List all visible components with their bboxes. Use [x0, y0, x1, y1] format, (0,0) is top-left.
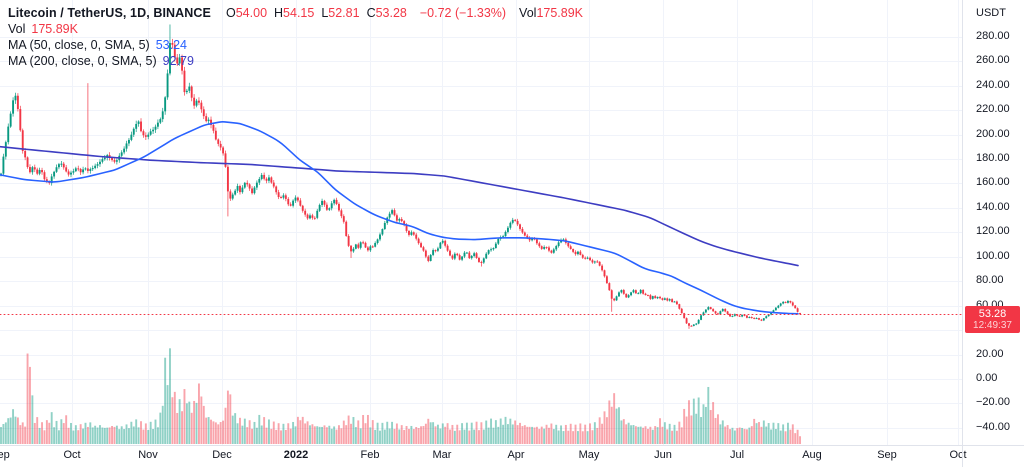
ohlc-o: O54.00	[226, 6, 268, 20]
price-tick-label: 240.00	[976, 78, 1010, 91]
price-tick-label: 200.00	[976, 127, 1010, 140]
ohlc-h: H54.15	[274, 6, 315, 20]
price-tick-label: 180.00	[976, 151, 1010, 164]
ohlc-c: C53.28	[366, 6, 407, 20]
ma50-indicator-value: 53.24	[155, 38, 187, 52]
price-tick-label: 280.00	[976, 29, 1010, 42]
volume-indicator-label: Vol	[8, 22, 26, 36]
time-tick-label: Mar	[432, 449, 452, 461]
price-tick-label: 100.00	[976, 249, 1010, 262]
price-tick-label: 140.00	[976, 200, 1010, 213]
time-tick-label: Oct	[949, 449, 967, 461]
time-tick-label: May	[578, 449, 600, 461]
time-tick-label: Oct	[63, 449, 81, 461]
price-tick-label: 120.00	[976, 225, 1010, 238]
time-tick-label: Nov	[138, 449, 158, 461]
volume-inline: Vol175.89K	[519, 5, 583, 21]
price-tick-label: −20.00	[976, 396, 1010, 409]
price-tick-label: 220.00	[976, 103, 1010, 116]
legend-volume-row[interactable]: Vol 175.89K	[8, 21, 583, 37]
volume-inline-label: Vol	[519, 6, 537, 20]
chart-legend: Litecoin / TetherUS, 1D, BINANCE O54.00 H…	[8, 5, 583, 69]
price-tick-label: −40.00	[976, 420, 1010, 433]
legend-symbol-row: Litecoin / TetherUS, 1D, BINANCE O54.00 H…	[8, 5, 583, 21]
price-change: −0.72 (−1.33%)	[419, 6, 507, 20]
last-price-value: 53.28	[978, 307, 1007, 320]
bar-countdown: 12:49:37	[973, 319, 1012, 331]
price-tick-label: 260.00	[976, 54, 1010, 67]
ma200-indicator-value: 92.79	[162, 54, 194, 68]
ohlc-l: L52.81	[321, 6, 360, 20]
volume-inline-value: 175.89K	[536, 6, 584, 20]
price-axis[interactable]: USDT 280.00 260.00 240.00 220.00 200.00 180.0…	[963, 0, 1024, 445]
time-tick-label: Jul	[729, 449, 745, 461]
time-tick-label: Feb	[360, 449, 380, 461]
currency-label: USDT	[976, 7, 1006, 19]
volume-indicator-value: 175.89K	[31, 22, 78, 36]
price-tick-label: 80.00	[976, 274, 1004, 287]
legend-ma50-row[interactable]: MA (50, close, 0, SMA, 5) 53.24	[8, 37, 583, 53]
symbol-title[interactable]: Litecoin / TetherUS, 1D, BINANCE	[8, 6, 211, 20]
axis-separator-horizontal	[0, 445, 1024, 446]
time-tick-label: Aug	[802, 449, 822, 461]
time-tick-label: 2022	[283, 449, 309, 461]
time-tick-label: Apr	[507, 449, 525, 461]
time-tick-label: Dec	[212, 449, 232, 461]
time-tick-label: Sep	[877, 449, 897, 461]
time-tick-label: Sep	[0, 449, 10, 461]
price-tick-label: 160.00	[976, 176, 1010, 189]
axis-separator-vertical	[962, 0, 963, 467]
time-tick-label: Jun	[654, 449, 672, 461]
last-price-badge: 53.28 12:49:37	[965, 306, 1020, 333]
ma50-indicator-label: MA (50, close, 0, SMA, 5)	[8, 38, 150, 52]
price-tick-label: 0.00	[976, 372, 998, 384]
time-axis[interactable]: Sep Oct Nov Dec 2022 Feb Mar Apr May Jun Jul Aug Sep…	[0, 446, 1024, 467]
ma200-indicator-label: MA (200, close, 0, SMA, 5)	[8, 54, 157, 68]
legend-ma200-row[interactable]: MA (200, close, 0, SMA, 5) 92.79	[8, 53, 583, 69]
ohlc-values: O54.00 H54.15 L52.81 C53.28	[226, 5, 407, 21]
price-tick-label: 20.00	[976, 347, 1004, 360]
